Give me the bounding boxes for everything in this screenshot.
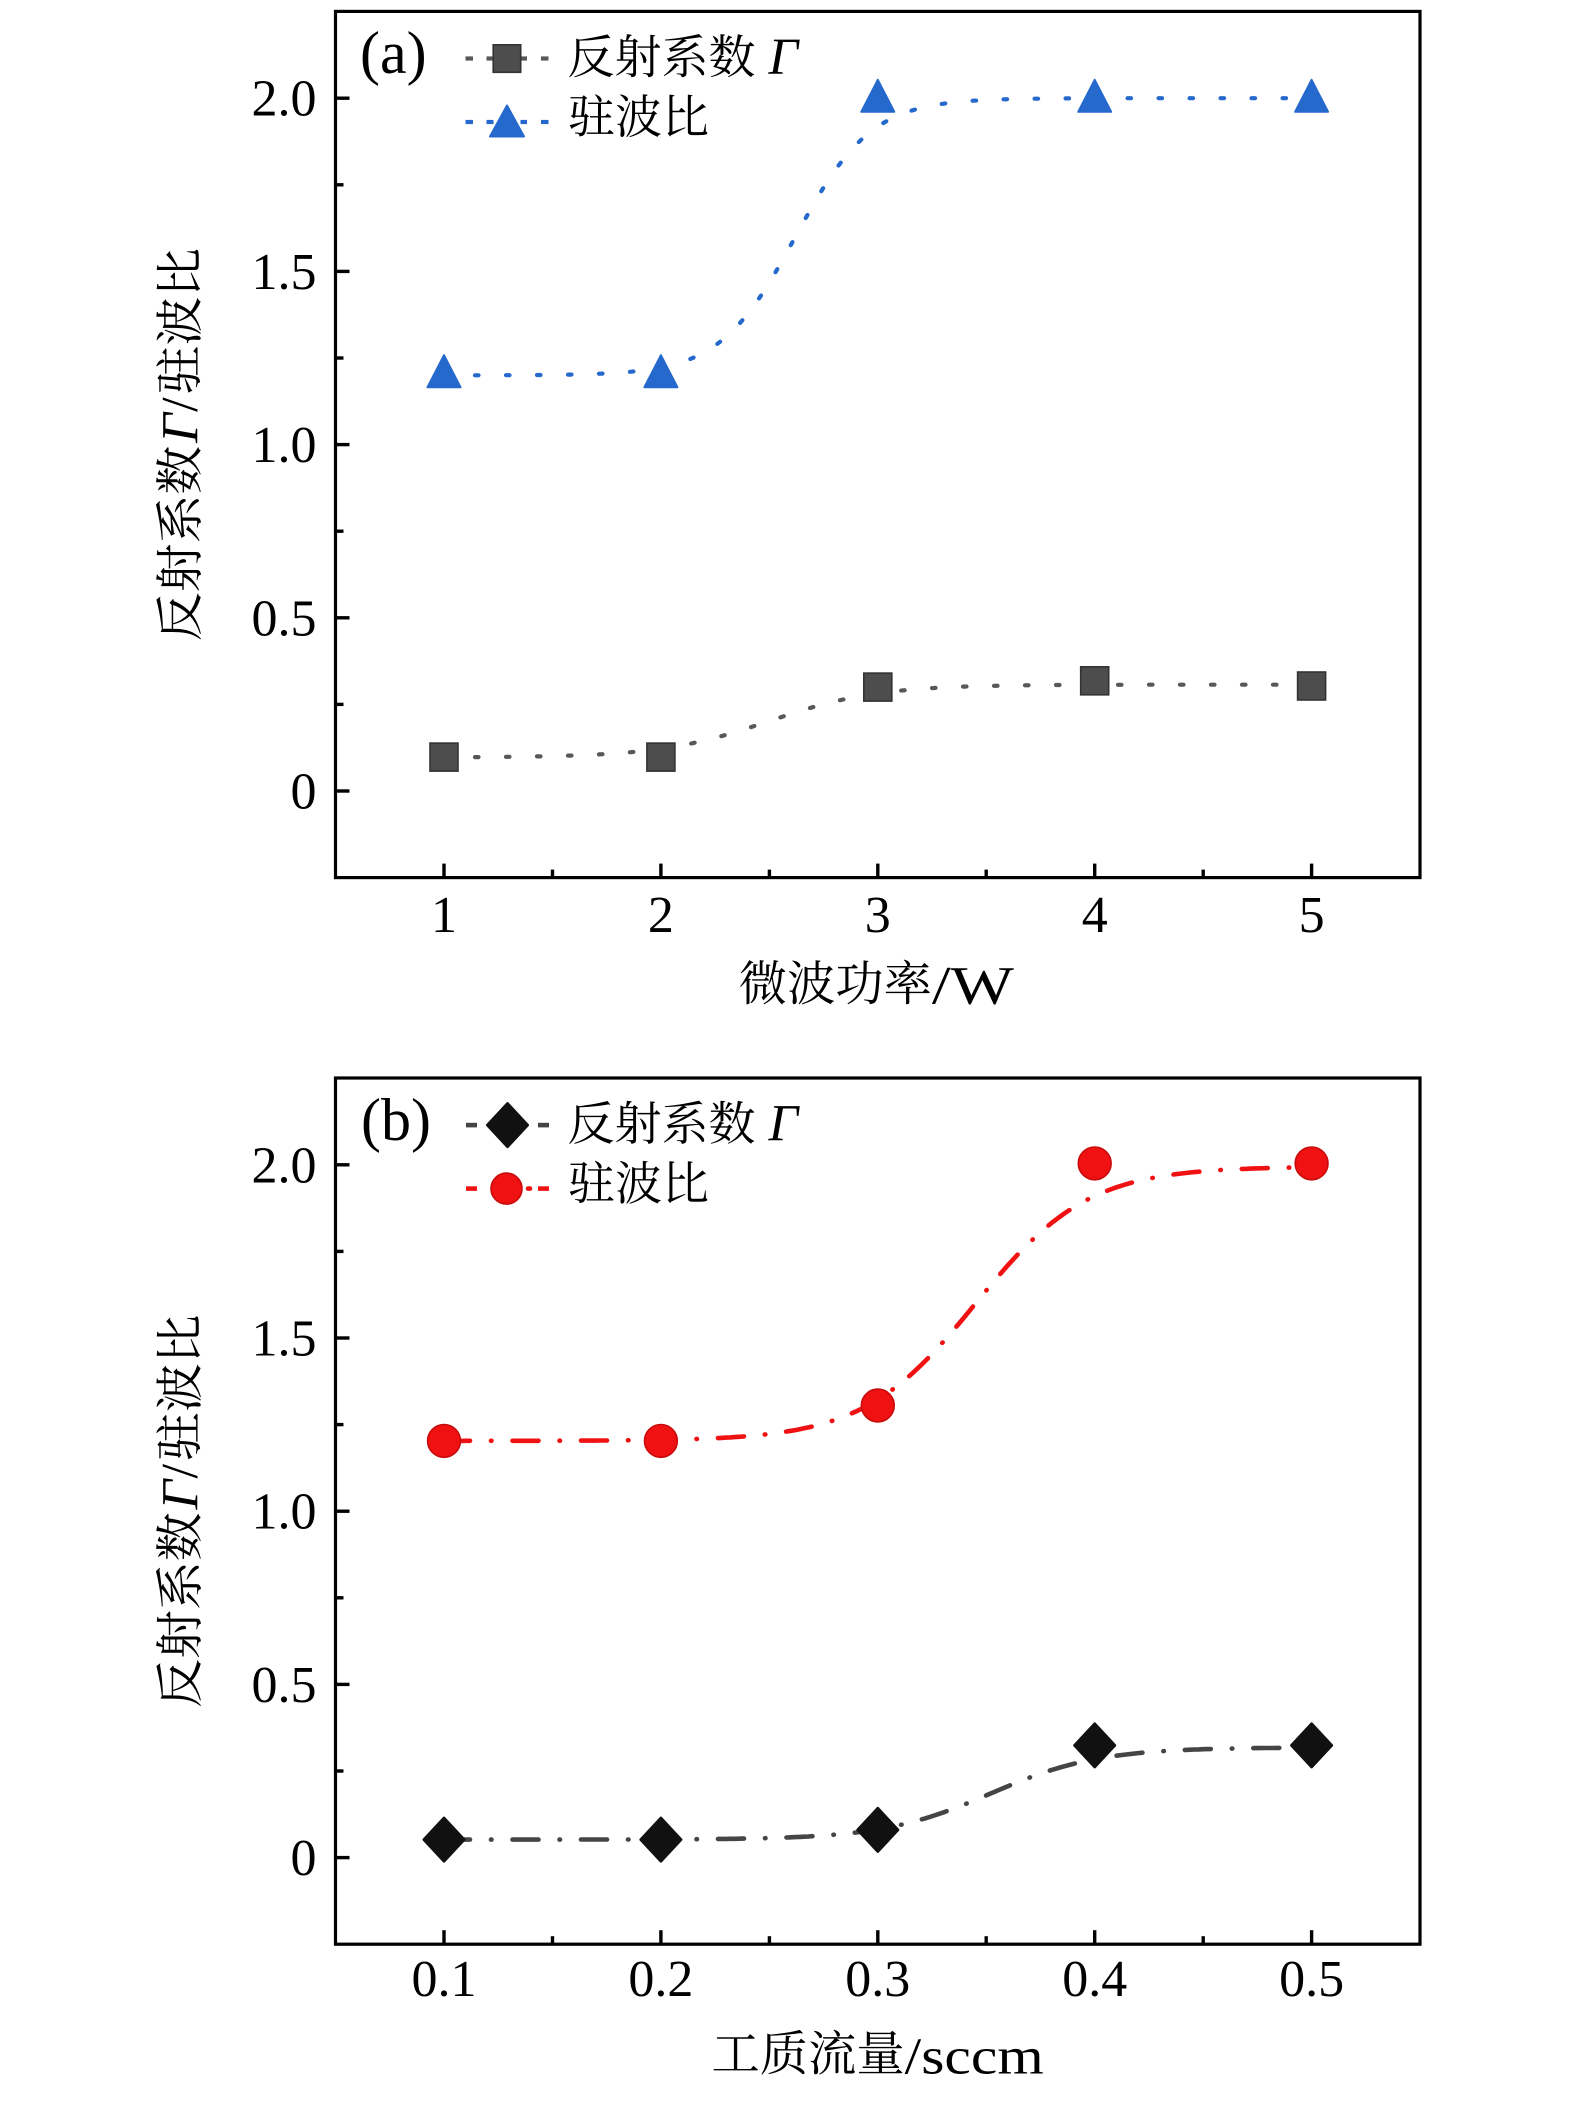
svg-text:1.5: 1.5 <box>252 244 317 301</box>
svg-text:Γ: Γ <box>152 1478 209 1511</box>
svg-text:0.4: 0.4 <box>1062 1951 1127 2008</box>
svg-text:2: 2 <box>648 887 674 944</box>
svg-text:3: 3 <box>865 887 891 944</box>
svg-text:4: 4 <box>1082 887 1108 944</box>
svg-text:/sccm: /sccm <box>905 2029 1044 2086</box>
svg-text:Γ: Γ <box>768 1095 801 1152</box>
svg-text:0.5: 0.5 <box>1279 1951 1344 2008</box>
svg-text:0.1: 0.1 <box>412 1951 477 2008</box>
svg-text:/W: /W <box>932 956 1014 1016</box>
svg-text:(a): (a) <box>360 20 427 86</box>
svg-text:2.0: 2.0 <box>252 1137 317 1194</box>
svg-text:0: 0 <box>291 764 317 821</box>
svg-text:0.3: 0.3 <box>845 1951 910 2008</box>
svg-text:5: 5 <box>1299 887 1325 944</box>
svg-text:/: / <box>152 397 209 412</box>
svg-text:2.0: 2.0 <box>252 71 317 128</box>
svg-text:1.0: 1.0 <box>252 1484 317 1541</box>
svg-text:0.2: 0.2 <box>628 1951 693 2008</box>
svg-text:/: / <box>152 1464 209 1479</box>
svg-text:1.0: 1.0 <box>252 417 317 474</box>
svg-text:0.5: 0.5 <box>252 590 317 647</box>
svg-text:(b): (b) <box>361 1087 431 1153</box>
svg-text:0.5: 0.5 <box>252 1657 317 1714</box>
svg-text:Γ: Γ <box>152 411 209 444</box>
svg-text:1.5: 1.5 <box>252 1311 317 1368</box>
svg-text:Γ: Γ <box>768 29 801 86</box>
svg-text:0: 0 <box>291 1830 317 1887</box>
svg-text:1: 1 <box>431 887 457 944</box>
